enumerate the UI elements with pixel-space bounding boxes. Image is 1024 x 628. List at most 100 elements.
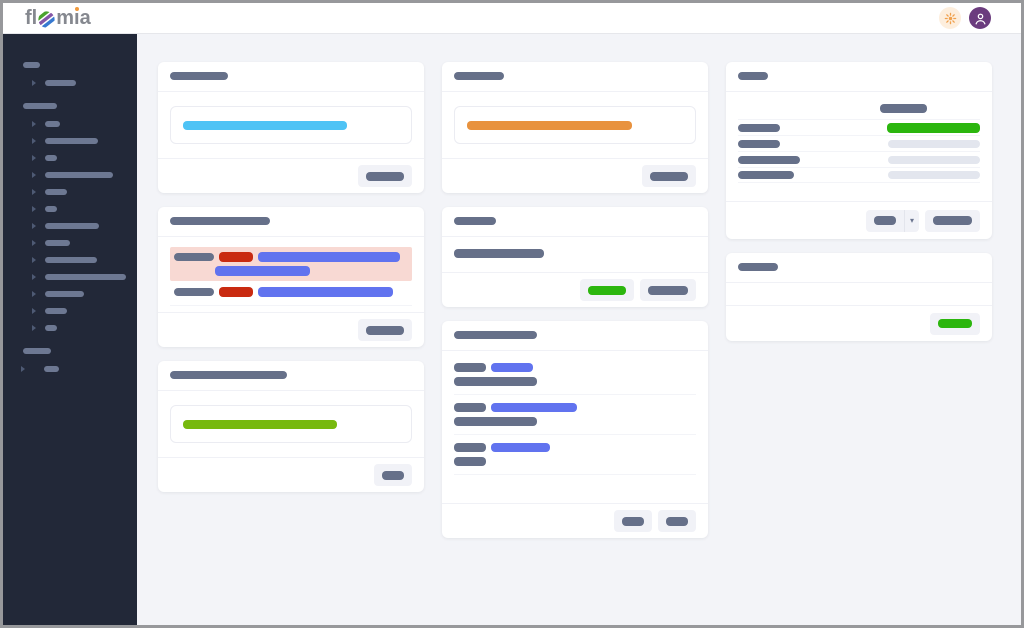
row-value-skeleton bbox=[880, 122, 980, 133]
split-button-main[interactable] bbox=[865, 209, 904, 232]
list-item-line bbox=[454, 403, 696, 412]
skeleton-bar bbox=[219, 252, 253, 262]
sidebar-item[interactable] bbox=[3, 132, 137, 149]
list-button-b-skeleton[interactable] bbox=[658, 510, 696, 532]
card-form-apple bbox=[158, 361, 424, 492]
chevron-right-icon bbox=[32, 188, 36, 195]
sidebar-item[interactable] bbox=[3, 166, 137, 183]
submit-button-skeleton[interactable] bbox=[358, 165, 412, 187]
card-footer bbox=[158, 313, 424, 347]
divider bbox=[170, 305, 412, 306]
card-title-skeleton bbox=[726, 62, 992, 91]
divider bbox=[442, 503, 708, 504]
column-2 bbox=[442, 62, 708, 538]
cancel-button-skeleton[interactable] bbox=[640, 279, 696, 301]
skeleton-bar bbox=[215, 266, 310, 276]
table-body bbox=[726, 92, 992, 201]
sidebar-section-header bbox=[3, 344, 137, 358]
list-item-line bbox=[454, 377, 696, 386]
activity-button-skeleton[interactable] bbox=[358, 319, 412, 341]
chevron-right-icon bbox=[32, 171, 36, 178]
theme-toggle-button[interactable] bbox=[939, 7, 961, 29]
skeleton-bar bbox=[454, 249, 544, 258]
divider bbox=[442, 91, 708, 92]
skeleton-bar bbox=[45, 120, 60, 127]
skeleton-bar bbox=[454, 331, 537, 339]
logo-text-i: ı bbox=[74, 6, 80, 29]
sidebar-item[interactable] bbox=[3, 149, 137, 166]
divider bbox=[454, 474, 696, 475]
divider bbox=[726, 282, 992, 283]
mini-green-button-skeleton[interactable] bbox=[930, 312, 980, 335]
skeleton-bar bbox=[491, 403, 577, 412]
app-body: ▾ bbox=[3, 34, 1021, 625]
skeleton-bar bbox=[454, 363, 486, 372]
skeleton-bar bbox=[887, 122, 980, 133]
skeleton-bar bbox=[454, 417, 537, 426]
skeleton-bar bbox=[873, 216, 896, 225]
sidebar-item[interactable] bbox=[3, 183, 137, 200]
skeleton-bar bbox=[666, 516, 688, 526]
submit-button-skeleton[interactable] bbox=[642, 165, 696, 187]
sidebar-item[interactable] bbox=[3, 319, 137, 336]
sidebar-item[interactable] bbox=[3, 268, 137, 285]
card-footer: ▾ bbox=[726, 202, 992, 239]
skeleton-bar bbox=[23, 103, 57, 109]
activity-line bbox=[174, 287, 408, 297]
sidebar-item[interactable] bbox=[3, 285, 137, 302]
small-button-skeleton[interactable] bbox=[374, 464, 412, 486]
skeleton-bar bbox=[45, 154, 57, 161]
row-value-skeleton bbox=[880, 139, 980, 148]
split-button[interactable]: ▾ bbox=[865, 209, 919, 232]
list-button-a-skeleton[interactable] bbox=[614, 510, 652, 532]
skeleton-bar bbox=[880, 104, 927, 113]
sidebar-item[interactable] bbox=[3, 234, 137, 251]
skeleton-bar bbox=[170, 217, 270, 225]
split-button-caret[interactable]: ▾ bbox=[903, 209, 919, 232]
skeleton-bar bbox=[738, 155, 800, 164]
skeleton-bar bbox=[183, 419, 337, 429]
list-item-line bbox=[454, 443, 696, 452]
text-input-skeleton[interactable] bbox=[170, 106, 412, 144]
sidebar-item[interactable] bbox=[3, 74, 137, 91]
skeleton-bar bbox=[45, 256, 97, 263]
chevron-right-icon bbox=[32, 222, 36, 229]
sidebar-item[interactable] bbox=[3, 200, 137, 217]
chevron-right-icon bbox=[32, 324, 36, 331]
skeleton-bar bbox=[45, 137, 98, 144]
sidebar-item[interactable] bbox=[3, 115, 137, 132]
row-value-skeleton bbox=[880, 171, 980, 179]
confirm-button-skeleton[interactable] bbox=[580, 279, 634, 301]
sidebar-item[interactable] bbox=[3, 360, 137, 377]
skeleton-bar bbox=[170, 72, 228, 80]
sidebar-item[interactable] bbox=[3, 217, 137, 234]
list-item[interactable] bbox=[454, 443, 696, 474]
sidebar-item[interactable] bbox=[3, 302, 137, 319]
card-footer bbox=[726, 306, 992, 341]
divider bbox=[442, 236, 708, 237]
divider bbox=[158, 158, 424, 159]
table-row bbox=[738, 167, 980, 183]
divider bbox=[442, 350, 708, 351]
table-column-header bbox=[738, 104, 980, 113]
skeleton-bar bbox=[454, 403, 486, 412]
column-header-skeleton bbox=[880, 104, 980, 113]
list-item[interactable] bbox=[454, 403, 696, 434]
list-item[interactable] bbox=[454, 363, 696, 394]
skeleton-bar bbox=[454, 377, 537, 386]
mini-card-body bbox=[726, 283, 992, 305]
row-label-skeleton bbox=[738, 155, 800, 164]
skeleton-bar bbox=[23, 348, 51, 354]
activity-line bbox=[174, 252, 408, 262]
user-avatar[interactable] bbox=[969, 7, 991, 29]
table-row bbox=[738, 151, 980, 167]
table-wide-button-skeleton[interactable] bbox=[925, 209, 980, 232]
chevron-right-icon bbox=[32, 137, 36, 144]
text-input-skeleton[interactable] bbox=[454, 106, 696, 144]
text-input-skeleton[interactable] bbox=[170, 405, 412, 443]
chevron-right-icon bbox=[32, 239, 36, 246]
skeleton-bar bbox=[738, 171, 794, 179]
card-activity bbox=[158, 207, 424, 347]
sidebar-item[interactable] bbox=[3, 251, 137, 268]
